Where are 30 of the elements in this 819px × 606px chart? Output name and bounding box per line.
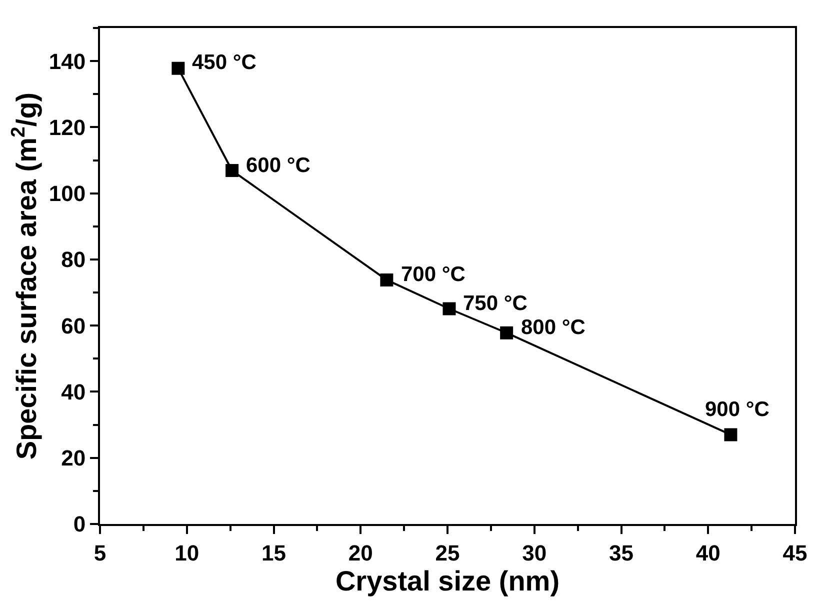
annotation: 750 °C [463,292,528,315]
x-tick-label: 45 [782,540,808,566]
y-tick-label: 0 [73,512,86,537]
x-tick-label: 10 [174,540,200,566]
annotation: 700 °C [401,263,466,286]
y-tick-label: 60 [61,313,86,338]
x-tick-label: 25 [435,540,460,566]
annotation: 600 °C [246,154,310,177]
point [226,164,239,178]
annotation: 450 °C [192,51,256,74]
y-tick-label: 40 [61,379,86,404]
x-tick-label: 35 [609,540,634,566]
y-tick-label: 140 [48,48,86,74]
y-tick-label: 100 [48,181,86,206]
point [172,62,185,75]
x-tick-label: 40 [696,540,720,566]
x-tick-label: 20 [348,540,373,566]
y-tick-label: 80 [61,247,86,272]
point [500,326,514,340]
x-tick-label: 5 [94,540,106,566]
point [380,273,394,286]
x-tick-label: 30 [522,540,547,566]
annotation: 800 °C [521,316,586,339]
annotation: 900 °C [705,398,770,421]
y-tick-label: 20 [61,446,86,471]
x-axis-title: Crystal size (nm) [335,565,560,596]
point [442,302,456,316]
y-tick-label: 120 [48,114,86,140]
point [724,428,738,442]
x-tick-label: 15 [262,540,286,566]
